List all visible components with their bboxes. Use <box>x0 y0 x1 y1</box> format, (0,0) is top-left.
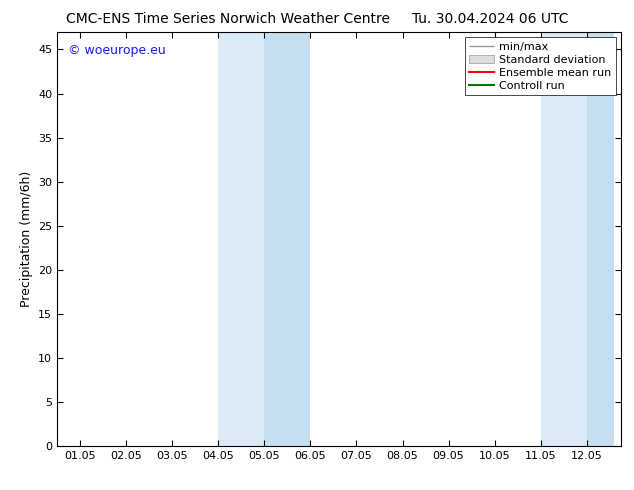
Y-axis label: Precipitation (mm/6h): Precipitation (mm/6h) <box>20 171 32 307</box>
Bar <box>264 32 311 446</box>
Text: © woeurope.eu: © woeurope.eu <box>68 44 166 57</box>
Bar <box>541 32 587 446</box>
Text: CMC-ENS Time Series Norwich Weather Centre     Tu. 30.04.2024 06 UTC: CMC-ENS Time Series Norwich Weather Cent… <box>66 12 568 26</box>
Legend: min/max, Standard deviation, Ensemble mean run, Controll run: min/max, Standard deviation, Ensemble me… <box>465 37 616 95</box>
Bar <box>587 32 614 446</box>
Bar <box>218 32 264 446</box>
